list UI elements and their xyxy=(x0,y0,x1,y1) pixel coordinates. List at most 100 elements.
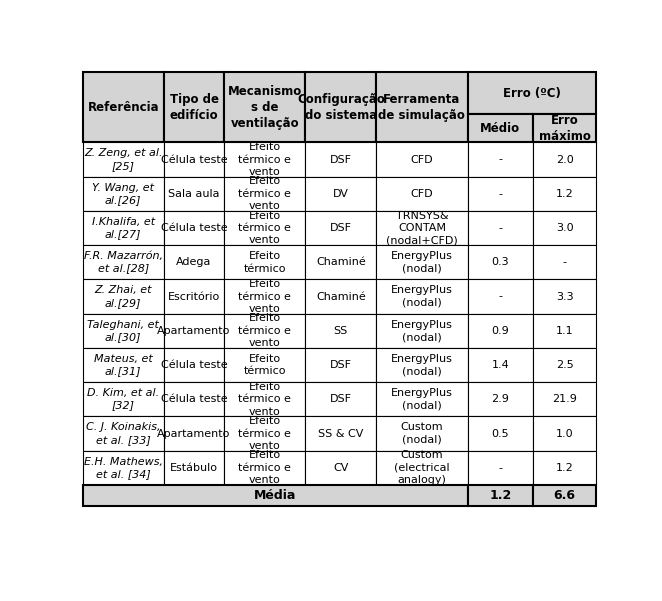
Text: 2.0: 2.0 xyxy=(555,154,573,165)
Bar xyxy=(376,314,467,348)
Text: Chaminé: Chaminé xyxy=(316,257,365,267)
Bar xyxy=(164,314,224,348)
Text: Apartamento: Apartamento xyxy=(158,429,231,439)
Text: Configuração
do sistema: Configuração do sistema xyxy=(297,93,385,122)
Bar xyxy=(224,177,305,211)
Bar xyxy=(83,72,164,142)
Bar xyxy=(305,211,376,245)
Bar xyxy=(83,279,164,314)
Text: Chaminé: Chaminé xyxy=(316,291,365,302)
Bar xyxy=(305,72,376,142)
Text: Efeito
térmico e
vento: Efeito térmico e vento xyxy=(238,313,291,348)
Bar xyxy=(164,416,224,451)
Bar xyxy=(305,279,376,314)
Text: Y. Wang, et
al.[26]: Y. Wang, et al.[26] xyxy=(92,183,154,205)
Bar xyxy=(164,451,224,485)
Text: DV: DV xyxy=(333,189,349,199)
Text: 1.2: 1.2 xyxy=(489,489,512,502)
Bar xyxy=(467,245,533,279)
Text: Célula teste: Célula teste xyxy=(161,223,227,233)
Text: DSF: DSF xyxy=(330,360,352,370)
Text: Efeito
térmico e
vento: Efeito térmico e vento xyxy=(238,142,291,177)
Text: -: - xyxy=(498,291,502,302)
Text: Célula teste: Célula teste xyxy=(161,154,227,165)
Bar xyxy=(224,416,305,451)
Text: 3.0: 3.0 xyxy=(555,223,573,233)
Bar xyxy=(83,485,467,506)
Bar xyxy=(164,382,224,416)
Bar xyxy=(533,142,596,177)
Text: Efeito
térmico e
vento: Efeito térmico e vento xyxy=(238,211,291,245)
Text: -: - xyxy=(498,463,502,473)
Text: Efeito
térmico: Efeito térmico xyxy=(244,354,286,376)
Bar xyxy=(467,314,533,348)
Text: 3.3: 3.3 xyxy=(555,291,573,302)
Bar xyxy=(467,142,533,177)
Text: 1.2: 1.2 xyxy=(555,463,573,473)
Text: DSF: DSF xyxy=(330,223,352,233)
Text: Efeito
térmico: Efeito térmico xyxy=(244,251,286,273)
Bar xyxy=(164,72,224,142)
Bar xyxy=(376,451,467,485)
Text: Efeito
térmico e
vento: Efeito térmico e vento xyxy=(238,416,291,451)
Bar xyxy=(467,211,533,245)
Bar xyxy=(305,416,376,451)
Text: 0.9: 0.9 xyxy=(491,326,509,336)
Text: Z. Zhai, et
al.[29]: Z. Zhai, et al.[29] xyxy=(95,285,152,308)
Bar xyxy=(305,348,376,382)
Text: Mecanismo
s de
ventilação: Mecanismo s de ventilação xyxy=(228,85,302,130)
Bar xyxy=(467,451,533,485)
Bar xyxy=(83,382,164,416)
Bar xyxy=(83,314,164,348)
Text: Erro
máximo: Erro máximo xyxy=(539,114,591,143)
Bar xyxy=(376,177,467,211)
Text: Taleghani, et
al.[30]: Taleghani, et al.[30] xyxy=(87,320,160,342)
Bar xyxy=(376,72,467,142)
Bar xyxy=(83,245,164,279)
Text: EnergyPlus
(nodal): EnergyPlus (nodal) xyxy=(391,388,453,410)
Bar xyxy=(533,314,596,348)
Bar xyxy=(224,245,305,279)
Bar xyxy=(164,177,224,211)
Bar xyxy=(533,485,596,506)
Text: 0.3: 0.3 xyxy=(492,257,509,267)
Text: Custom
(nodal): Custom (nodal) xyxy=(401,423,443,445)
Bar xyxy=(164,279,224,314)
Bar xyxy=(164,142,224,177)
Bar xyxy=(376,279,467,314)
Bar xyxy=(305,382,376,416)
Text: Ferramenta
de simulação: Ferramenta de simulação xyxy=(379,93,465,122)
Text: Efeito
térmico e
vento: Efeito térmico e vento xyxy=(238,177,291,211)
Text: DSF: DSF xyxy=(330,394,352,404)
Bar xyxy=(376,382,467,416)
Text: -: - xyxy=(498,223,502,233)
Text: Efeito
térmico e
vento: Efeito térmico e vento xyxy=(238,450,291,485)
Text: 1.0: 1.0 xyxy=(555,429,573,439)
Bar xyxy=(467,279,533,314)
Text: 2.5: 2.5 xyxy=(555,360,573,370)
Text: 21.9: 21.9 xyxy=(552,394,577,404)
Bar xyxy=(533,177,596,211)
Text: EnergyPlus
(nodal): EnergyPlus (nodal) xyxy=(391,285,453,308)
Bar xyxy=(164,211,224,245)
Text: Adega: Adega xyxy=(176,257,212,267)
Text: CV: CV xyxy=(333,463,348,473)
Text: Célula teste: Célula teste xyxy=(161,394,227,404)
Bar xyxy=(376,416,467,451)
Text: Média: Média xyxy=(254,489,297,502)
Text: Referência: Referência xyxy=(87,101,159,114)
Bar xyxy=(467,382,533,416)
Bar xyxy=(467,348,533,382)
Text: Sala aula: Sala aula xyxy=(168,189,220,199)
Bar xyxy=(376,142,467,177)
Bar xyxy=(533,211,596,245)
Bar xyxy=(467,72,596,114)
Bar xyxy=(224,348,305,382)
Text: Mateus, et
al.[31]: Mateus, et al.[31] xyxy=(94,354,153,376)
Text: CFD: CFD xyxy=(410,154,433,165)
Bar xyxy=(83,451,164,485)
Bar xyxy=(376,245,467,279)
Bar xyxy=(533,348,596,382)
Text: Efeito
térmico e
vento: Efeito térmico e vento xyxy=(238,279,291,314)
Text: Célula teste: Célula teste xyxy=(161,360,227,370)
